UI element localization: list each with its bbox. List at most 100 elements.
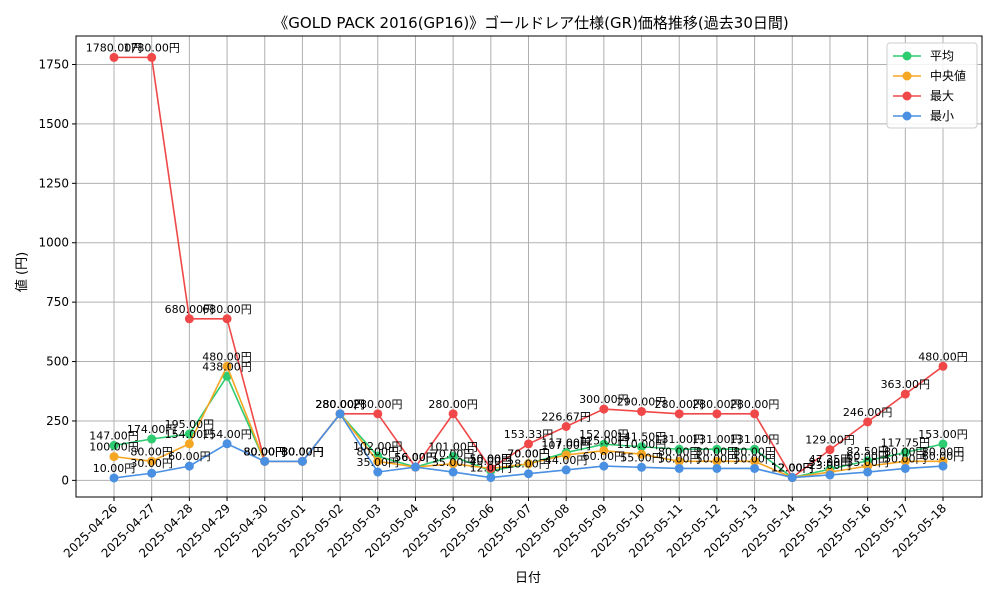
data-point [561, 465, 571, 475]
data-label: 50.00円 [470, 452, 513, 465]
data-point [184, 314, 194, 324]
data-point [486, 473, 496, 483]
data-label: 280.00円 [730, 398, 780, 411]
data-point [448, 467, 458, 477]
y-tick-label: 1500 [38, 117, 69, 131]
data-label: 195.00円 [165, 418, 215, 431]
legend-entry: 平均 [930, 49, 954, 63]
data-point [524, 459, 533, 469]
data-label: 70.00円 [507, 448, 550, 461]
data-label: 153.33円 [504, 428, 554, 441]
data-point [863, 467, 873, 477]
data-label: 280.00円 [315, 398, 365, 411]
data-label: 1780.00円 [86, 41, 143, 54]
data-point [561, 450, 571, 460]
data-point [184, 461, 194, 471]
data-label: 154.00円 [202, 428, 252, 441]
data-point [147, 468, 157, 478]
data-label: 50.00円 [884, 452, 927, 465]
data-point [147, 52, 157, 62]
legend-entry: 最大 [930, 89, 954, 103]
legend-marker [902, 111, 912, 121]
data-point [674, 463, 684, 473]
data-label: 480.00円 [918, 350, 968, 363]
data-label: 50.00円 [658, 452, 701, 465]
data-label: 12.00円 [470, 462, 513, 475]
data-label: 80.00円 [243, 445, 286, 458]
data-label: 131.00円 [692, 433, 742, 446]
data-point [599, 404, 609, 414]
data-label: 50.00円 [696, 452, 739, 465]
legend-box [886, 42, 978, 129]
data-point [109, 473, 119, 483]
data-label: 82.50円 [846, 445, 889, 458]
data-point [335, 409, 345, 419]
data-label: 280.00円 [315, 398, 365, 411]
data-label: 80.00円 [281, 445, 324, 458]
data-label: 117.00円 [541, 437, 591, 450]
data-point [938, 461, 948, 471]
data-label: 70.00円 [432, 448, 475, 461]
data-point [373, 409, 383, 419]
data-label: 129.00円 [805, 434, 855, 447]
y-tick-labels: 0 250 500 750 1000 1250 1500 1750 [38, 58, 76, 487]
data-label: 35.00円 [357, 456, 400, 469]
data-label: 30.00円 [130, 457, 173, 470]
data-label: 12.00円 [771, 462, 814, 475]
data-point [825, 445, 835, 455]
data-point [184, 439, 194, 449]
data-label: 80.00円 [281, 445, 324, 458]
data-point [561, 422, 571, 432]
data-label: 152.00円 [579, 428, 629, 441]
data-label: 280.00円 [654, 398, 704, 411]
legend-marker [902, 51, 912, 61]
data-point [297, 456, 307, 466]
data-label: 35.00円 [846, 456, 889, 469]
data-point [825, 470, 835, 480]
data-label: 80.00円 [696, 445, 739, 458]
y-tick-label: 250 [46, 414, 69, 428]
data-point [222, 314, 232, 324]
data-label: 55.00円 [620, 451, 663, 464]
data-labels: 147.00円174.00円195.00円438.00円80.00円80.00円… [86, 41, 968, 475]
data-point [712, 409, 722, 419]
legend-entry: 中央値 [930, 68, 966, 83]
data-point [712, 444, 722, 454]
data-label: 110.00円 [617, 438, 667, 451]
y-tick-label: 750 [46, 295, 69, 309]
data-point [373, 467, 383, 477]
data-label: 300.00円 [579, 393, 629, 406]
data-label: 117.75円 [881, 436, 931, 449]
data-label: 12.00円 [771, 462, 814, 475]
data-label: 438.00円 [202, 360, 252, 373]
y-tick-label: 1250 [38, 176, 69, 190]
data-label: 280.00円 [692, 398, 742, 411]
data-label: 80.00円 [281, 445, 324, 458]
data-label: 1780.00円 [123, 41, 180, 54]
data-point [712, 463, 722, 473]
data-point [750, 444, 760, 454]
data-point [599, 446, 609, 456]
y-tick-label: 0 [61, 473, 69, 487]
data-point [900, 456, 910, 466]
data-label: 23.00円 [809, 459, 852, 472]
data-label: 60.00円 [922, 450, 965, 463]
data-point [637, 462, 647, 472]
data-point [524, 469, 533, 479]
data-point [147, 456, 157, 466]
data-point [938, 439, 948, 449]
data-label: 100.00円 [89, 441, 139, 454]
data-point [637, 442, 647, 452]
data-label: 280.00円 [428, 398, 478, 411]
data-label: 12.00円 [771, 462, 814, 475]
data-label: 80.00円 [243, 445, 286, 458]
data-label: 153.00円 [918, 428, 968, 441]
data-point [750, 456, 760, 466]
data-point [147, 434, 157, 444]
x-tick-labels: 2025-04-262025-04-272025-04-282025-04-29… [61, 497, 949, 560]
legend-marker [902, 71, 912, 81]
data-point [900, 389, 910, 399]
data-point [448, 451, 458, 461]
data-label: 80.00円 [922, 445, 965, 458]
